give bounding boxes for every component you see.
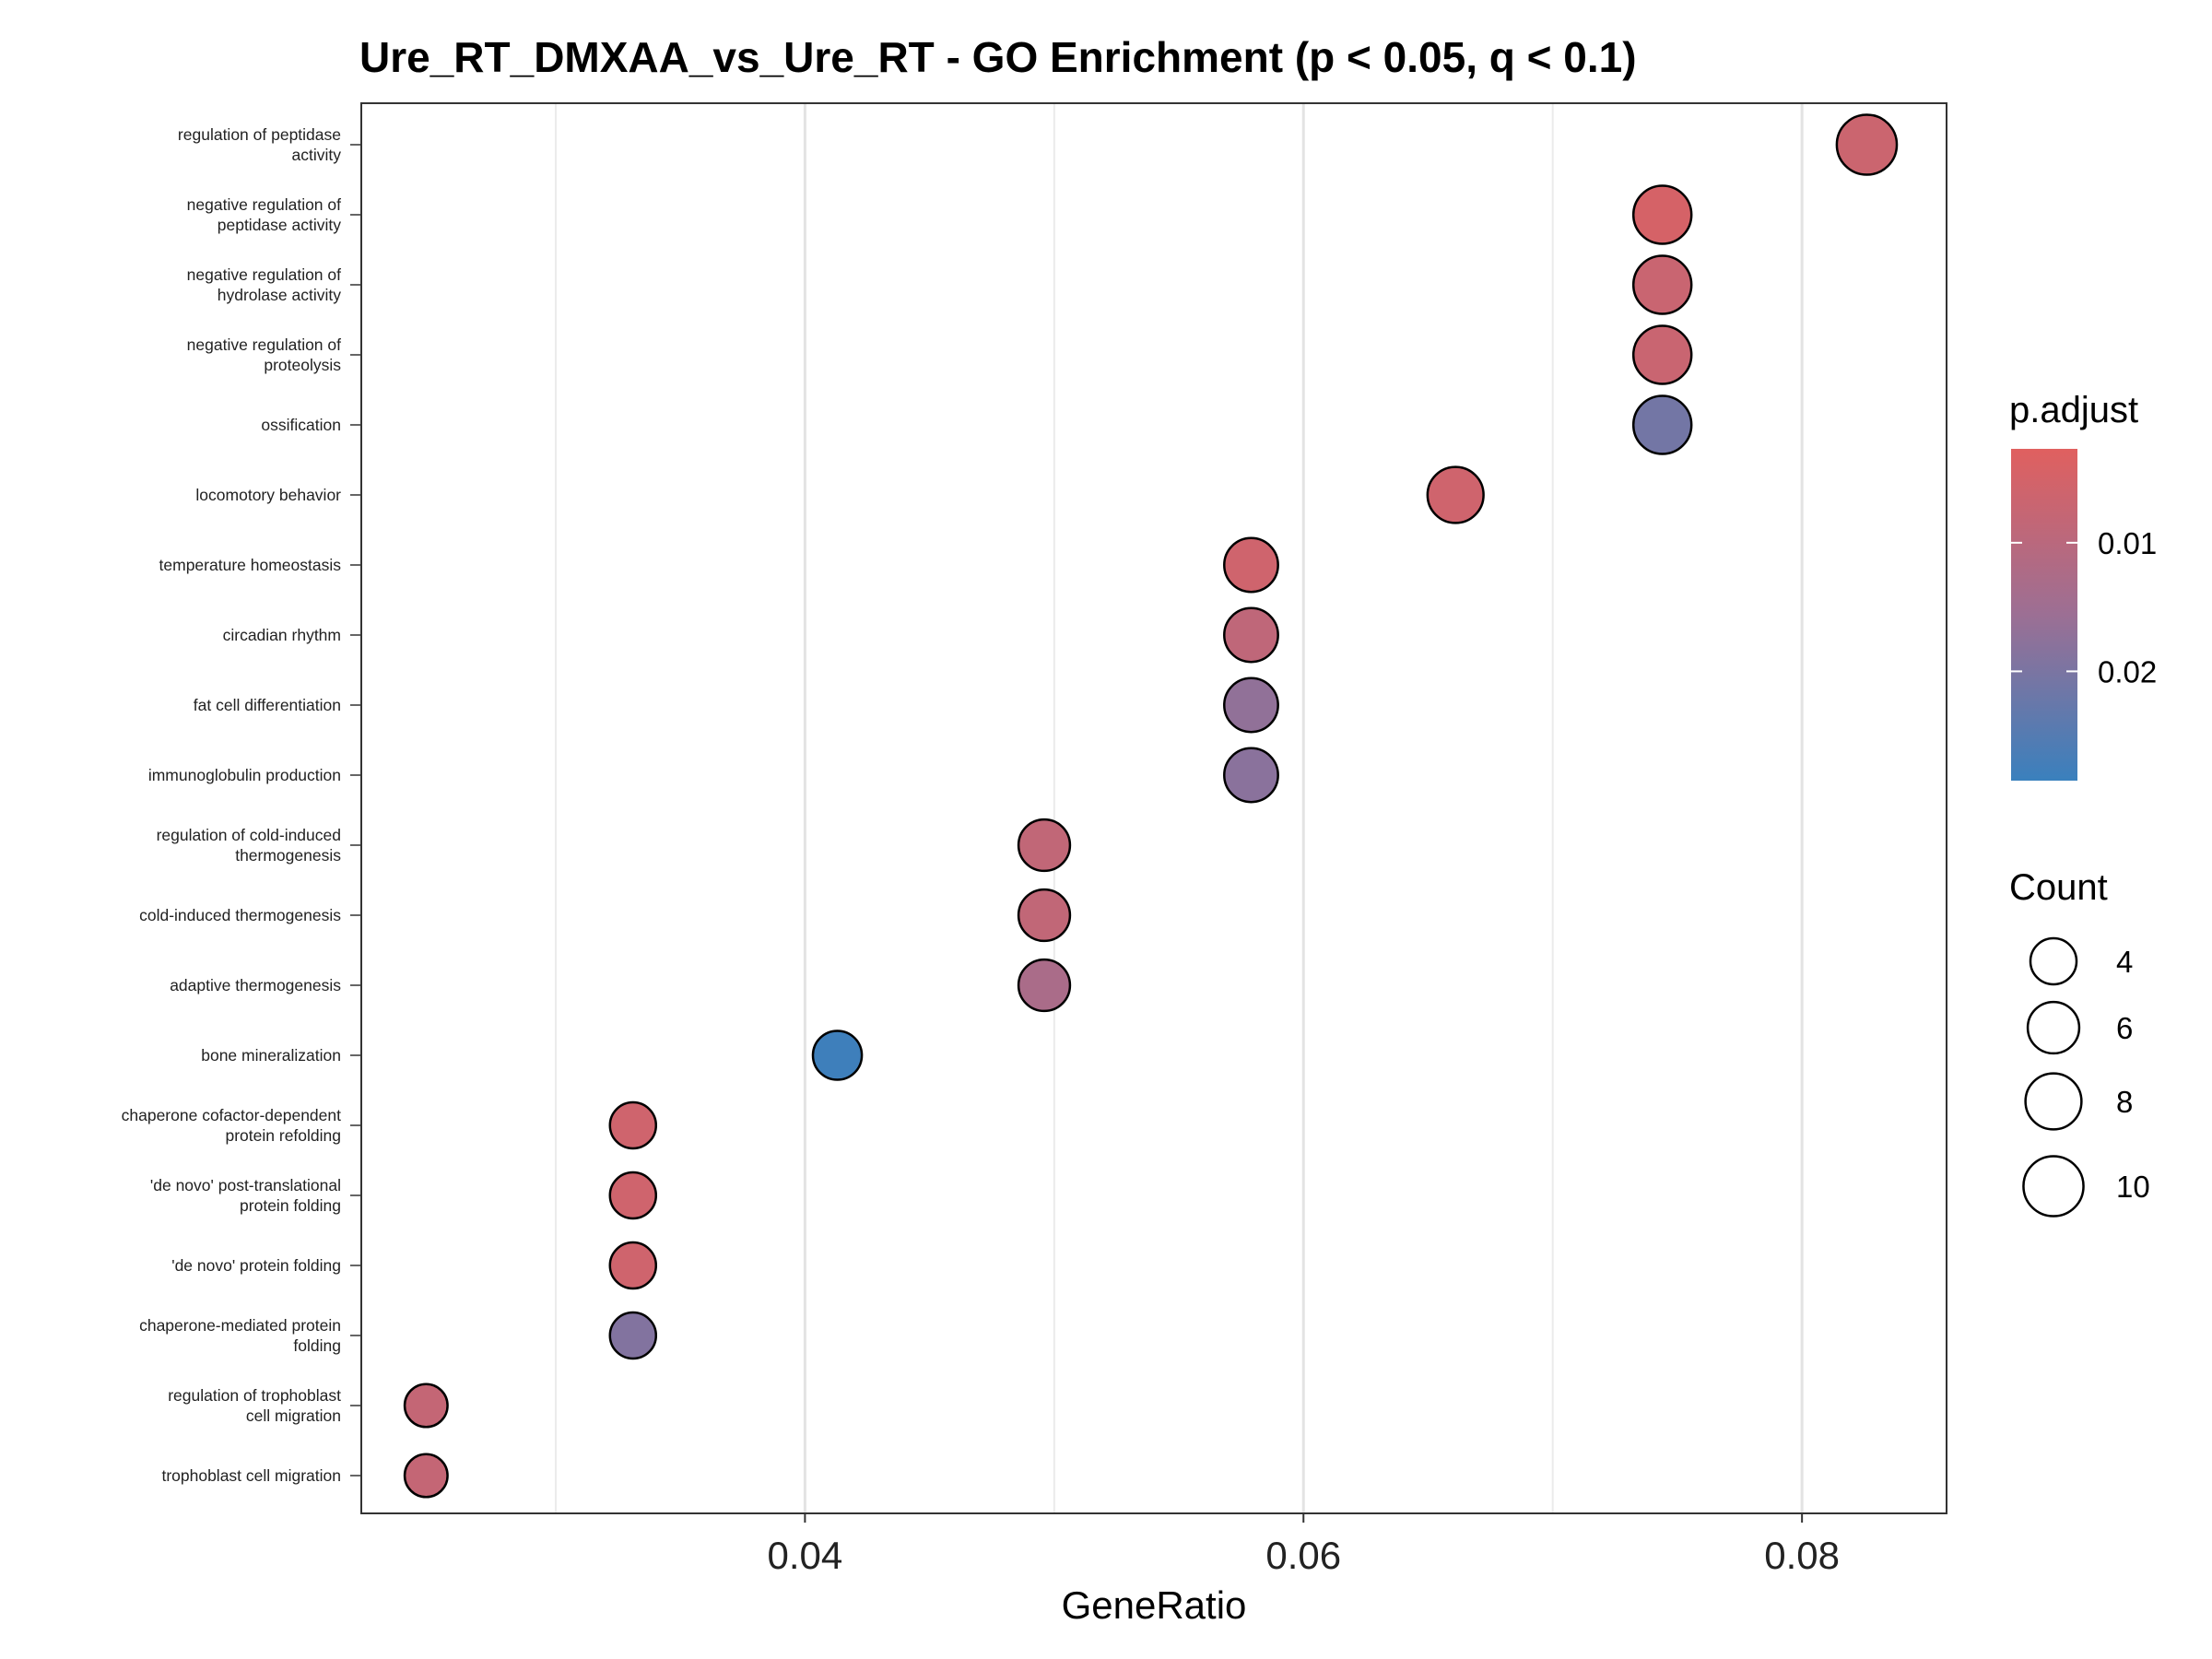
size-legend-items: 4 6 8 10 bbox=[2022, 936, 2150, 1218]
data-point bbox=[403, 1382, 449, 1429]
y-tick-label-line: trophoblast cell migration bbox=[161, 1466, 341, 1485]
y-tick-label-line: regulation of peptidase bbox=[178, 125, 341, 144]
y-tick-label-line: chaperone cofactor-dependent bbox=[122, 1106, 342, 1124]
data-point bbox=[1223, 606, 1279, 664]
data-point bbox=[608, 1100, 658, 1150]
y-tick-label-line: ossification bbox=[261, 416, 341, 434]
size-legend-circle bbox=[2022, 1155, 2085, 1218]
y-tick-label: negative regulation of proteolysis bbox=[187, 335, 361, 374]
y-tick-label: locomotory behavior bbox=[195, 486, 361, 504]
legend: p.adjust 0.01 0.02 Count 4 6 8 10 bbox=[2009, 390, 2157, 1218]
grid-lines bbox=[554, 103, 1804, 1513]
y-tick-label-line: thermogenesis bbox=[235, 846, 341, 865]
y-axis-labels: regulation of peptidase activity negative … bbox=[122, 125, 361, 1485]
y-tick-label-line: negative regulation of bbox=[187, 265, 341, 284]
data-point bbox=[1835, 113, 1899, 176]
data-point bbox=[1017, 888, 1072, 943]
data-point bbox=[608, 1171, 658, 1220]
y-tick-label-line: protein folding bbox=[240, 1196, 341, 1215]
x-tick-label: 0.06 bbox=[1265, 1534, 1341, 1577]
size-legend-label: 6 bbox=[2116, 1011, 2133, 1045]
y-tick-label-line: protein refolding bbox=[226, 1126, 342, 1145]
data-point bbox=[1631, 184, 1693, 245]
y-tick-label: regulation of peptidase activity bbox=[178, 125, 361, 164]
y-tick-label-line: 'de novo' post-translational bbox=[150, 1176, 341, 1194]
size-legend-title: Count bbox=[2009, 867, 2108, 908]
x-axis-label: GeneRatio bbox=[1062, 1583, 1247, 1627]
y-tick-label: negative regulation of peptidase activity bbox=[187, 195, 361, 234]
y-tick-label-line: temperature homeostasis bbox=[159, 556, 342, 574]
size-legend-circle bbox=[2026, 1000, 2081, 1055]
y-tick-label-line: peptidase activity bbox=[218, 216, 341, 234]
y-tick-label-line: bone mineralization bbox=[201, 1046, 341, 1065]
data-points bbox=[403, 113, 1899, 1499]
y-tick-label: negative regulation of hydrolase activity bbox=[187, 265, 361, 304]
y-tick-label-line: regulation of cold-induced bbox=[157, 826, 341, 844]
data-point bbox=[1631, 394, 1693, 455]
y-tick-label-line: adaptive thermogenesis bbox=[170, 976, 341, 994]
data-point bbox=[1223, 536, 1279, 594]
y-tick-label-line: immunoglobulin production bbox=[148, 766, 341, 784]
y-tick-label-line: cold-induced thermogenesis bbox=[139, 906, 341, 924]
x-tick-label: 0.08 bbox=[1764, 1534, 1840, 1577]
data-point bbox=[608, 1311, 658, 1360]
chart-title: Ure_RT_DMXAA_vs_Ure_RT - GO Enrichment (… bbox=[359, 33, 1637, 81]
size-legend-label: 8 bbox=[2116, 1085, 2133, 1119]
y-tick-label: regulation of cold-induced thermogenesis bbox=[157, 826, 361, 865]
y-tick-label-line: proteolysis bbox=[264, 356, 341, 374]
data-point bbox=[1426, 465, 1485, 524]
y-tick-label: chaperone cofactor-dependent protein refo… bbox=[122, 1106, 361, 1145]
data-point bbox=[811, 1030, 864, 1081]
y-tick-label: trophoblast cell migration bbox=[161, 1466, 361, 1485]
y-tick-label-line: fat cell differentiation bbox=[194, 696, 341, 714]
y-tick-label-line: regulation of trophoblast bbox=[168, 1386, 341, 1405]
y-tick-label: ossification bbox=[261, 416, 361, 434]
color-bar-tick-label: 0.01 bbox=[2098, 526, 2157, 560]
data-point bbox=[1631, 324, 1693, 385]
y-tick-label: bone mineralization bbox=[201, 1046, 361, 1065]
data-point bbox=[1017, 818, 1072, 873]
y-tick-label-line: activity bbox=[292, 146, 342, 164]
data-point bbox=[1017, 958, 1072, 1013]
y-tick-label-line: locomotory behavior bbox=[195, 486, 341, 504]
y-tick-label-line: negative regulation of bbox=[187, 195, 341, 214]
size-legend-circle bbox=[2024, 1072, 2083, 1131]
color-bar bbox=[2011, 449, 2077, 781]
y-tick-label: circadian rhythm bbox=[223, 626, 361, 644]
y-tick-label-line: folding bbox=[293, 1336, 341, 1355]
size-legend-label: 4 bbox=[2116, 945, 2133, 979]
y-tick-label-line: circadian rhythm bbox=[223, 626, 341, 644]
size-legend-circle bbox=[2029, 936, 2078, 986]
x-tick-label: 0.04 bbox=[768, 1534, 843, 1577]
color-legend-title: p.adjust bbox=[2009, 390, 2138, 430]
y-tick-label: adaptive thermogenesis bbox=[170, 976, 361, 994]
y-tick-label: 'de novo' post-translational protein fold… bbox=[150, 1176, 361, 1215]
y-tick-label: 'de novo' protein folding bbox=[171, 1256, 361, 1275]
y-tick-label: fat cell differentiation bbox=[194, 696, 361, 714]
data-point bbox=[1223, 747, 1279, 804]
x-axis-ticks: 0.04 0.06 0.08 bbox=[768, 1513, 1840, 1577]
data-point bbox=[1223, 677, 1279, 734]
y-tick-label-line: hydrolase activity bbox=[218, 286, 341, 304]
y-tick-label: immunoglobulin production bbox=[148, 766, 361, 784]
data-point bbox=[1631, 254, 1693, 315]
y-tick-label: cold-induced thermogenesis bbox=[139, 906, 361, 924]
size-legend-label: 10 bbox=[2116, 1170, 2150, 1204]
y-tick-label-line: negative regulation of bbox=[187, 335, 341, 354]
plot-panel-border bbox=[360, 102, 1947, 1514]
data-point bbox=[403, 1453, 449, 1499]
y-tick-label-line: chaperone-mediated protein bbox=[139, 1316, 341, 1335]
y-tick-label-line: 'de novo' protein folding bbox=[171, 1256, 341, 1275]
color-bar-tick-label: 0.02 bbox=[2098, 654, 2157, 688]
color-bar-ticks: 0.01 0.02 bbox=[2011, 526, 2157, 688]
y-tick-label-line: cell migration bbox=[246, 1406, 341, 1425]
data-point bbox=[608, 1241, 658, 1290]
y-tick-label: temperature homeostasis bbox=[159, 556, 361, 574]
